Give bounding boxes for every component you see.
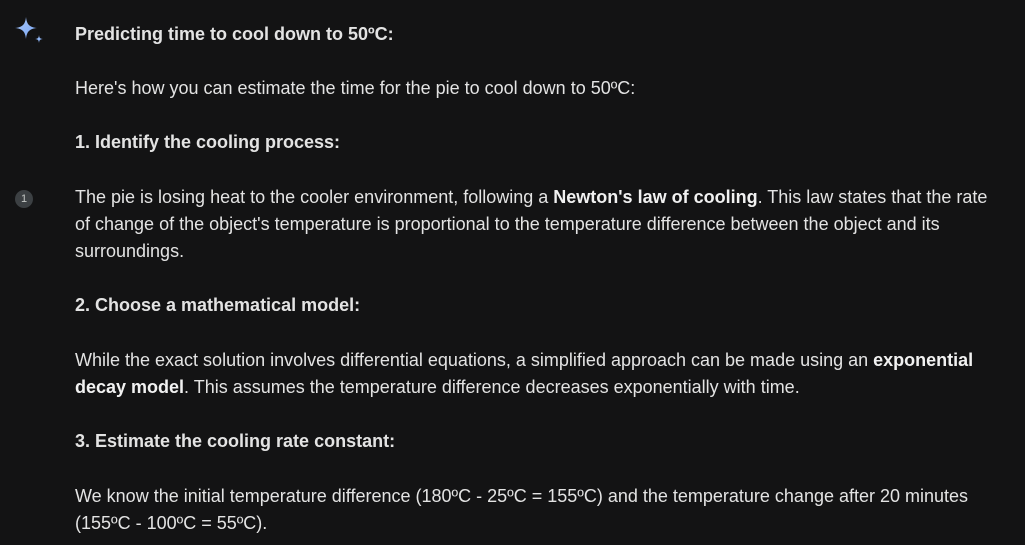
- text-span: While the exact solution involves differ…: [75, 350, 874, 370]
- sparkle-icon: [13, 16, 45, 48]
- response-title: Predicting time to cool down to 50ºC:: [75, 24, 394, 44]
- step3-paragraph-line: We know the initial temperature differen…: [75, 486, 969, 506]
- bold-term: exponential: [873, 350, 974, 370]
- step1-paragraph-line: The pie is losing heat to the cooler env…: [75, 184, 987, 211]
- text-span: . This law states that the rate: [757, 187, 988, 207]
- step2-heading: 2. Choose a mathematical model:: [75, 295, 361, 315]
- step3-heading: 3. Estimate the cooling rate constant:: [75, 431, 396, 451]
- intro-text: Here's how you can estimate the time for…: [75, 78, 636, 98]
- text-span: The pie is losing heat to the cooler env…: [75, 187, 554, 207]
- bold-term: decay model: [75, 377, 185, 397]
- text-span: . This assumes the temperature differenc…: [184, 377, 800, 397]
- step2-paragraph-line: While the exact solution involves differ…: [75, 347, 973, 374]
- citation-badge[interactable]: 1: [15, 190, 33, 208]
- step2-paragraph-line: decay model. This assumes the temperatur…: [75, 374, 800, 401]
- bold-term: Newton's law of cooling: [553, 187, 758, 207]
- step1-heading: 1. Identify the cooling process:: [75, 132, 341, 152]
- step3-paragraph-line: (155ºC - 100ºC = 55ºC).: [75, 513, 268, 533]
- step1-paragraph-line: of change of the object's temperature is…: [75, 214, 940, 234]
- step1-paragraph-line: surroundings.: [75, 241, 185, 261]
